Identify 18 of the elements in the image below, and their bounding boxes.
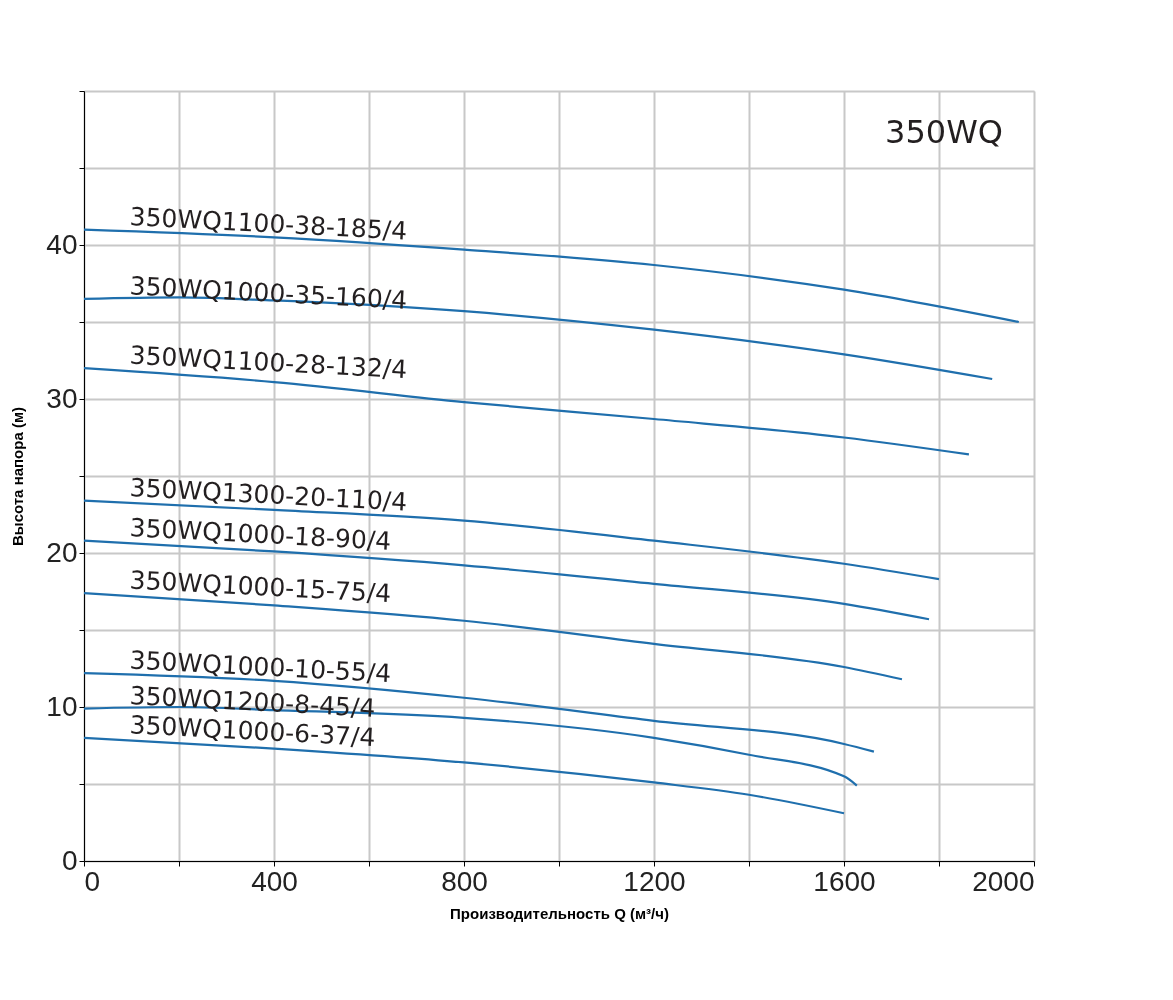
- y-tick-label: 10: [46, 690, 78, 722]
- text: 350WQ: [885, 113, 1003, 151]
- y-tick-label: 40: [46, 228, 78, 260]
- x-tick-label: 0: [84, 865, 101, 897]
- series-label: 350WQ1000-35-160/4: [128, 271, 408, 315]
- series-label: 350WQ1000-15-75/4: [128, 565, 392, 609]
- y-tick-label: 0: [61, 844, 78, 876]
- x-axis-title: Производительность Q (м³/ч): [450, 904, 669, 922]
- x-tick-label: 1600: [813, 865, 876, 897]
- x-tick-label: 1200: [623, 865, 686, 897]
- series-label: 350WQ1100-28-132/4: [128, 340, 408, 385]
- y-axis-title: Высота напора (м): [9, 406, 27, 547]
- x-tick-label: 400: [251, 865, 298, 897]
- series-label: 350WQ1100-38-185/4: [128, 202, 408, 246]
- x-tick-label: 800: [441, 865, 488, 897]
- y-tick-label: 30: [46, 382, 78, 414]
- x-tick-label: 2000: [972, 865, 1035, 897]
- y-tick-label: 20: [46, 536, 78, 568]
